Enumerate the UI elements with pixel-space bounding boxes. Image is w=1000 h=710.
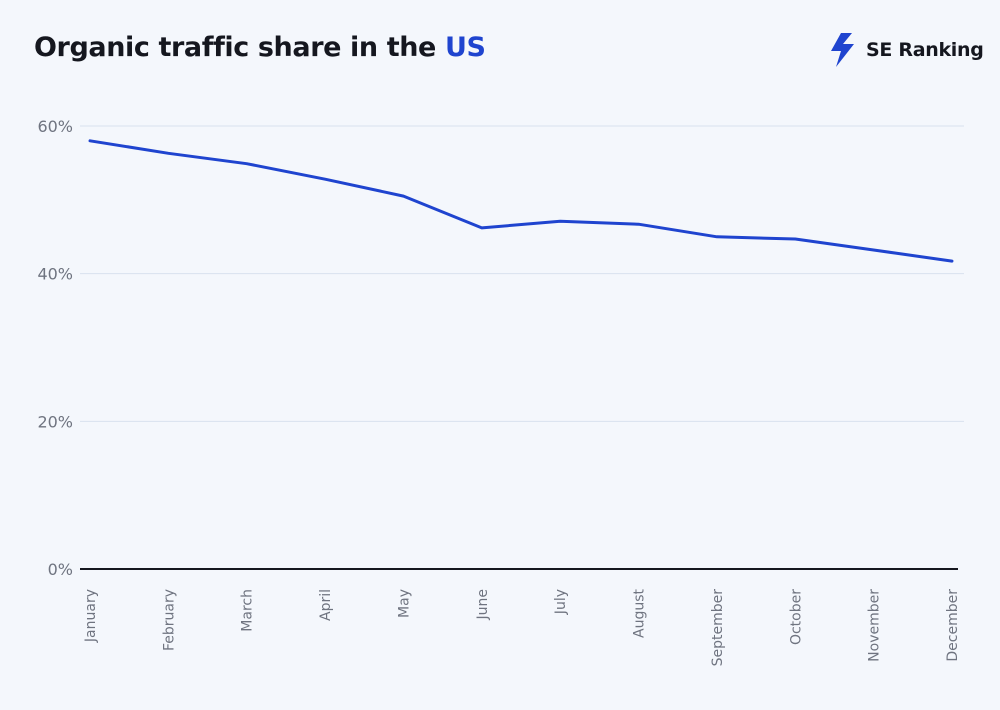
x-tick-label: December	[945, 589, 961, 662]
x-tick-label: March	[240, 589, 256, 632]
x-tick-label: May	[396, 589, 412, 618]
chart-title-highlight: US	[444, 32, 486, 63]
x-tick-label: April	[318, 589, 334, 621]
x-tick-label: July	[553, 589, 569, 615]
series-group	[88, 139, 954, 263]
x-tick-label: June	[475, 589, 491, 621]
x-tick-label: September	[710, 589, 726, 667]
x-axis-tick-labels: January February March April May June July Augu…	[83, 588, 961, 666]
x-tick-label: October	[788, 589, 804, 645]
se-ranking-bolt-icon	[831, 33, 854, 67]
gridlines	[80, 125, 964, 570]
chart-title-text: Organic traffic share in the	[34, 32, 436, 63]
y-tick-label: 0%	[48, 560, 73, 579]
brand-name: SE Ranking	[866, 39, 984, 61]
x-tick-label: August	[632, 588, 648, 638]
y-axis-tick-labels: 0% 20% 40% 60%	[37, 117, 73, 579]
y-tick-label: 20%	[37, 412, 73, 431]
y-tick-label: 40%	[37, 265, 73, 284]
chart-title: Organic traffic share in the US	[34, 32, 486, 63]
y-tick-label: 60%	[37, 117, 73, 136]
series-line	[88, 139, 954, 263]
x-tick-label: February	[161, 589, 177, 651]
brand-logo: SE Ranking	[828, 32, 984, 68]
x-tick-label: November	[867, 589, 883, 662]
x-tick-label: January	[83, 589, 99, 643]
